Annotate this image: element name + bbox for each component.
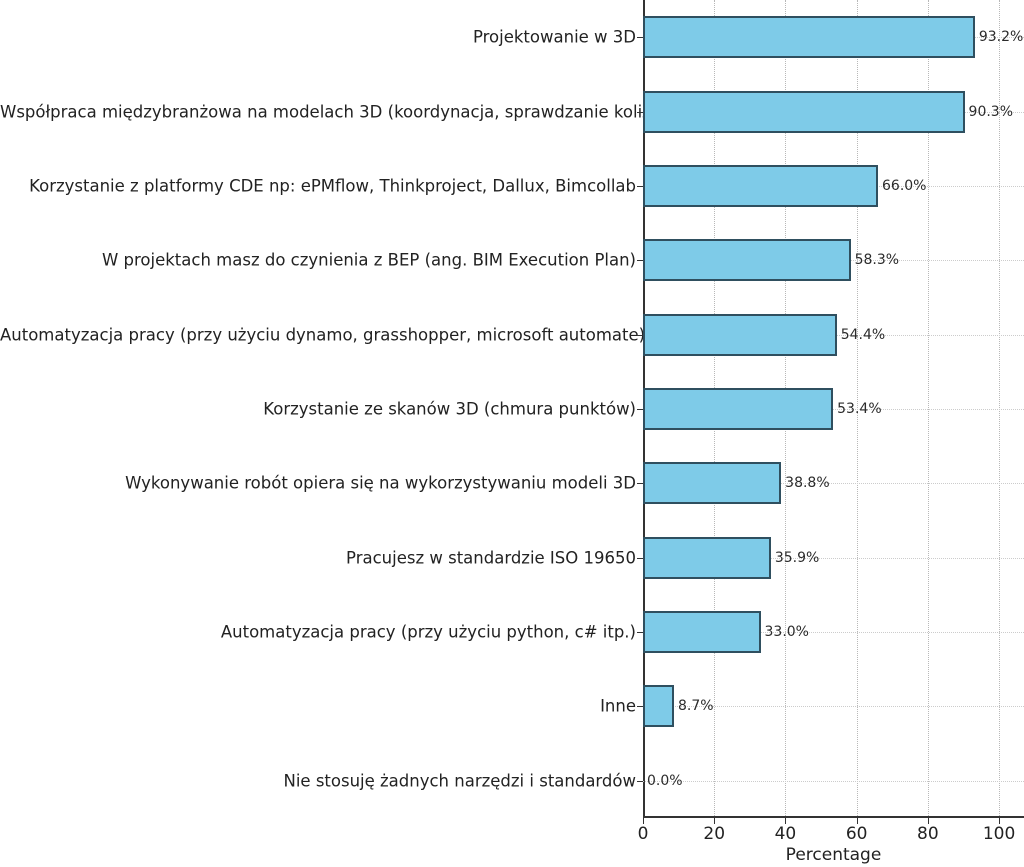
y-tick-mark (637, 483, 643, 485)
bar-value-label: 35.9% (774, 549, 820, 566)
horizontal-gridline (643, 632, 1024, 634)
vertical-gridline (999, 0, 1001, 816)
bar[interactable] (643, 90, 965, 133)
x-tick-mark (927, 818, 929, 824)
x-tick-label: 0 (637, 824, 649, 844)
bar-value-label: 90.3% (968, 103, 1014, 120)
y-axis-category-label: Projektowanie w 3D (472, 27, 636, 47)
x-tick-mark (999, 818, 1001, 824)
x-tick-label: 40 (774, 824, 797, 844)
bar-value-label: 58.3% (854, 252, 900, 269)
x-tick-mark (785, 818, 787, 824)
y-axis-category-label: Inne (600, 696, 636, 716)
y-tick-mark (637, 260, 643, 262)
y-tick-mark (637, 37, 643, 39)
vertical-gridline (927, 0, 929, 816)
y-axis-category-label: Pracujesz w standardzie ISO 19650 (346, 548, 636, 568)
bar[interactable] (643, 313, 837, 356)
y-axis-category-label: Korzystanie z platformy CDE np: ePMflow,… (29, 176, 636, 196)
x-tick-label: 20 (703, 824, 726, 844)
y-axis-category-label: Nie stosuję żadnych narzędzi i standardó… (283, 771, 637, 791)
y-tick-mark (637, 185, 643, 187)
horizontal-gridline (643, 409, 1024, 410)
plot-area: 93.2% 90.3% 66.0% 58.3% 54.4% 53.4% 38.8% 35.9%… (637, 0, 1024, 844)
y-tick-mark (637, 557, 643, 559)
bar-value-label: 53.4% (837, 401, 882, 417)
y-axis-category-label: W projektach masz do czynienia z BEP (an… (101, 250, 636, 270)
bar-value-label: 38.8% (785, 475, 830, 492)
y-axis-category-label: Automatyzacja pracy (przy użyciu dynamo,… (0, 325, 646, 345)
bar[interactable] (643, 239, 851, 282)
x-axis-spine (643, 816, 1024, 818)
bar-value-label: 33.0% (764, 624, 809, 641)
x-tick-mark (643, 818, 644, 824)
bar[interactable] (643, 388, 834, 430)
bar-value-label: 8.7% (677, 698, 714, 715)
horizontal-gridline (643, 557, 1024, 559)
y-tick-mark (637, 409, 643, 410)
y-axis-category-labels: Projektowanie w 3D Współpraca międzybranż… (0, 27, 667, 791)
y-axis-category-label: Korzystanie ze skanów 3D (chmura punktów… (263, 399, 636, 419)
x-tick-label: 80 (917, 824, 939, 844)
x-tick-mark (856, 818, 858, 824)
y-axis-category-label: Automatyzacja pracy (przy użyciu python,… (220, 622, 636, 642)
y-tick-mark (637, 111, 643, 113)
y-tick-mark (637, 780, 643, 782)
bar[interactable] (643, 611, 761, 654)
y-tick-mark (637, 706, 643, 708)
horizontal-gridline (643, 706, 1024, 708)
bar-value-label: 66.0% (882, 177, 927, 194)
y-tick-mark (637, 632, 643, 634)
x-tick-mark (714, 818, 716, 824)
bar[interactable] (643, 685, 674, 728)
y-axis-category-label: Wykonywanie robót opiera się na wykorzys… (125, 473, 636, 493)
x-tick-label: 60 (845, 824, 868, 844)
y-tick-mark (637, 334, 643, 336)
y-axis-category-label: Współpraca międzybranżowa na modelach 3D… (0, 102, 667, 122)
x-axis-title: Percentage (785, 845, 882, 865)
bar-value-label: 0.0% (647, 772, 683, 789)
bar[interactable] (643, 164, 878, 207)
bar[interactable] (643, 536, 771, 579)
bar[interactable] (643, 462, 782, 505)
bar[interactable] (643, 16, 975, 59)
horizontal-gridline (643, 483, 1024, 485)
bar-value-label: 93.2% (978, 29, 1024, 46)
vertical-gridline (856, 0, 858, 816)
x-tick-label: 100 (982, 824, 1016, 844)
horizontal-gridline (643, 780, 1024, 782)
bar-value-label: 54.4% (840, 326, 886, 343)
